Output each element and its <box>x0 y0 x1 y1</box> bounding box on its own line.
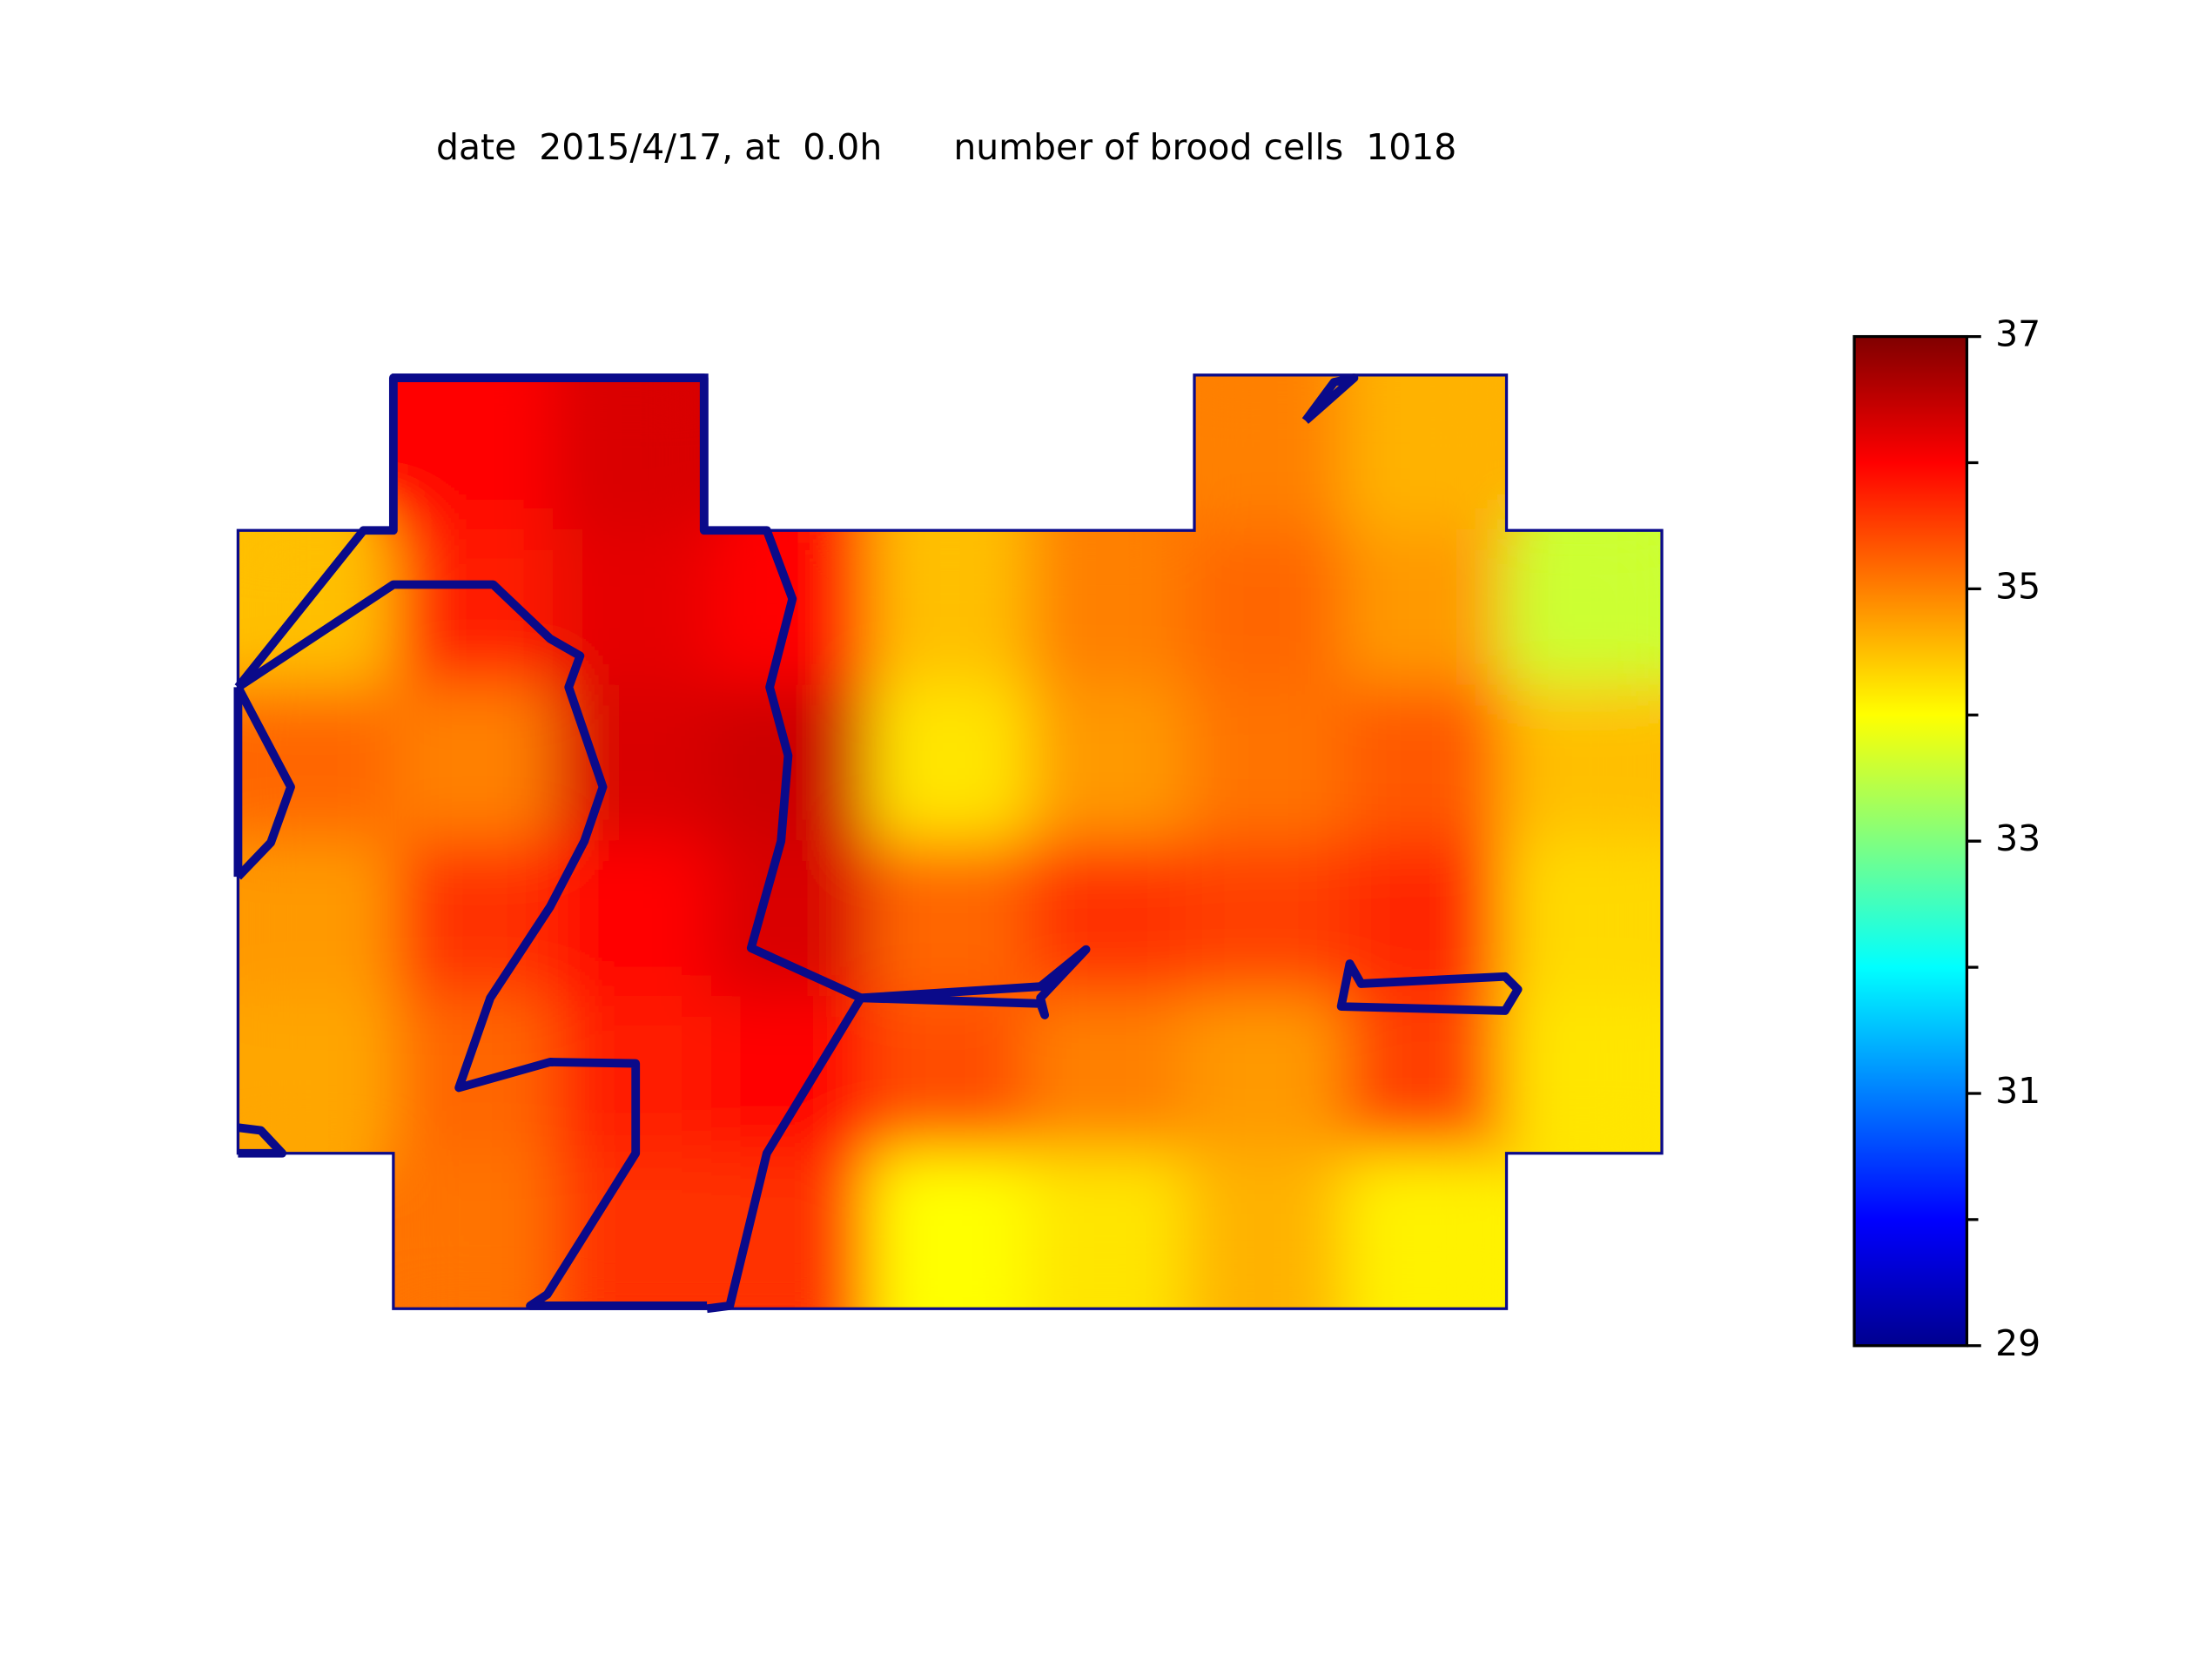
heatmap-cell <box>553 1151 715 1309</box>
heatmap-cell <box>1027 528 1189 688</box>
heatmap-cell <box>1186 528 1348 688</box>
heatmap-cell <box>1186 1151 1348 1309</box>
heatmap-cell <box>238 528 398 688</box>
colorbar <box>1852 334 1969 1348</box>
heatmap-cell <box>1343 374 1505 533</box>
heatmap-cell <box>1502 528 1663 688</box>
chart-title: date 2015/4/17, at 0.0h <box>436 126 882 168</box>
heatmap-cell <box>1027 996 1189 1155</box>
heatmap-cell <box>394 374 556 533</box>
colorbar-tick-label: 31 <box>1995 1070 2041 1112</box>
heatmap-cell <box>238 996 398 1155</box>
heatmap-cell <box>1343 528 1505 688</box>
heatmap-cell <box>1027 1151 1189 1309</box>
heatmap-cell <box>1343 684 1505 844</box>
colorbar-tick-label: 33 <box>1995 817 2041 859</box>
contour-line <box>234 373 865 1314</box>
colorbar-ticks: 29 31 33 35 37 <box>1967 313 2041 1364</box>
contour-line <box>860 945 1091 1019</box>
colorbar-tick-label: 29 <box>1995 1322 2041 1364</box>
heatmap-cell <box>869 684 1031 844</box>
heatmap-cell <box>394 1151 556 1309</box>
heatmap-cell <box>394 528 556 688</box>
heatmap-cell <box>1027 684 1189 844</box>
heatmap-cell <box>710 840 872 999</box>
heatmap-cell <box>238 840 398 999</box>
colorbar-tick-label: 37 <box>1995 313 2041 355</box>
colorbar-tick-label: 35 <box>1995 565 2041 607</box>
contour-line <box>1336 959 1523 1015</box>
chart-subtitle: number of brood cells 1018 <box>953 126 1456 168</box>
heatmap-cell <box>869 996 1031 1155</box>
contour-line <box>1301 373 1359 424</box>
heatmap-cell <box>1186 996 1348 1155</box>
heatmap-cell <box>869 528 1031 688</box>
contour-line <box>234 685 295 880</box>
heatmap-cell <box>1502 996 1663 1155</box>
heatmap-cell <box>1343 840 1505 999</box>
contour-line <box>237 1123 287 1158</box>
heatmap-cell <box>1343 1151 1505 1309</box>
heatmap-cell <box>1502 684 1663 844</box>
heatmap-cell <box>553 374 715 533</box>
heatmap-cell <box>869 840 1031 999</box>
heatmap-cell <box>1186 684 1348 844</box>
heatmap-cell <box>394 996 556 1155</box>
heatmap-area <box>238 374 1663 1309</box>
heatmap-cells <box>238 374 1663 1309</box>
heatmap-cell <box>869 1151 1031 1309</box>
contours <box>233 373 1523 1314</box>
heatmap-cell <box>394 684 556 844</box>
heatmap-cell <box>553 840 715 999</box>
contour-line <box>235 580 708 1310</box>
heatmap-cell <box>394 840 556 999</box>
heatmap-cell <box>1343 996 1505 1155</box>
heatmap-cell <box>1502 840 1663 999</box>
heatmap-cell <box>238 684 398 844</box>
heatmap-cell <box>1186 840 1348 999</box>
